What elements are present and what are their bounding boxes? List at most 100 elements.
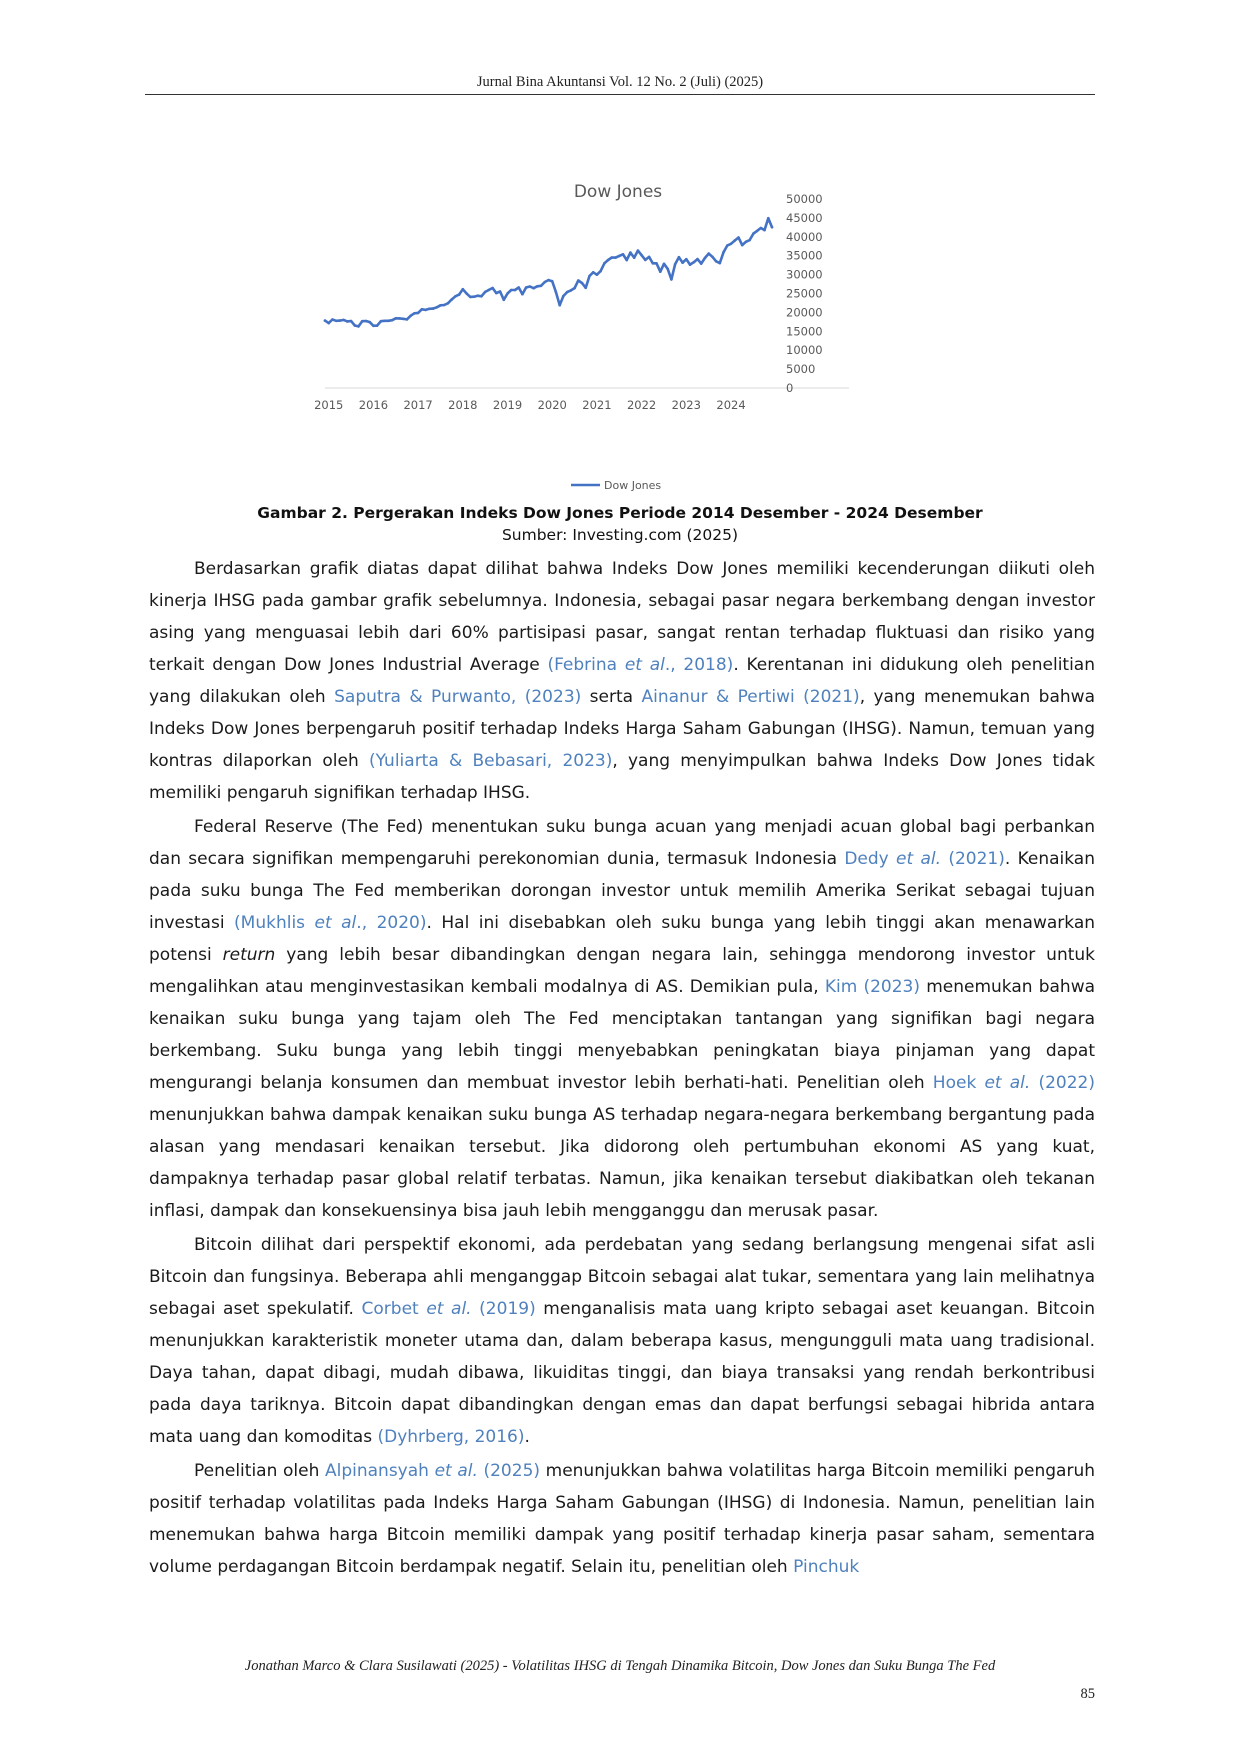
data-point: [714, 260, 718, 263]
data-point: [420, 308, 424, 311]
data-point: [372, 324, 375, 328]
data-point: [696, 257, 699, 261]
citation-link[interactable]: (2022): [1030, 1073, 1095, 1093]
data-point: [632, 256, 636, 259]
dow-jones-chart: Dow Jones 500004500040000350003000025000…: [314, 182, 849, 492]
x-tick-label: 2020: [538, 398, 567, 412]
citation-link[interactable]: Ainanur & Pertiwi (2021): [641, 687, 860, 707]
y-tick-label: 50000: [786, 192, 823, 206]
data-point: [476, 294, 480, 297]
data-point: [509, 288, 513, 292]
page-number: 85: [1080, 1686, 1096, 1702]
data-point: [368, 320, 371, 324]
x-tick-label: 2015: [314, 398, 343, 412]
data-point: [621, 253, 625, 256]
y-tick-label: 20000: [786, 305, 823, 319]
header-rule: [145, 94, 1095, 95]
citation-link[interactable]: (Febrina: [547, 655, 625, 675]
data-point: [677, 255, 681, 259]
data-point: [577, 279, 580, 282]
data-point: [375, 324, 379, 327]
data-point: [759, 226, 763, 230]
citation-link[interactable]: Kim (2023): [824, 977, 921, 997]
legend-label: Dow Jones: [604, 479, 661, 492]
data-point: [323, 319, 327, 322]
data-point: [517, 286, 520, 289]
data-point: [670, 278, 673, 281]
data-point: [547, 278, 550, 282]
data-point: [688, 263, 692, 266]
data-point: [588, 274, 591, 278]
data-point: [495, 291, 498, 295]
body-text: Berdasarkan grafik diatas dapat dilihat …: [149, 553, 1095, 1585]
citation-link[interactable]: Saputra & Purwanto, (2023): [334, 687, 582, 707]
citation-link[interactable]: et al.: [984, 1073, 1031, 1093]
citation-link[interactable]: (2021): [941, 849, 1005, 869]
data-point: [569, 289, 573, 292]
citation-link[interactable]: (Yuliarta & Bebasari, 2023): [368, 751, 613, 771]
data-point: [469, 295, 472, 299]
data-point: [435, 306, 439, 309]
data-point: [338, 319, 342, 322]
data-point: [755, 229, 759, 233]
citation-link[interactable]: et al.: [434, 1461, 478, 1481]
data-point: [528, 285, 532, 288]
data-point: [640, 253, 643, 257]
data-point: [770, 225, 774, 229]
data-point: [599, 269, 602, 273]
data-point: [428, 307, 431, 311]
data-point: [360, 319, 364, 323]
data-point: [483, 290, 487, 294]
data-point: [573, 286, 576, 290]
data-point: [767, 216, 770, 220]
citation-link[interactable]: Dedy: [844, 849, 897, 869]
data-point: [584, 286, 587, 290]
data-point: [554, 290, 558, 294]
data-point: [387, 319, 390, 323]
data-point: [424, 308, 427, 312]
data-point: [364, 319, 368, 323]
emphasis-text: return: [222, 945, 276, 965]
citation-link[interactable]: (Dyhrberg, 2016): [377, 1427, 525, 1447]
data-point: [606, 258, 610, 262]
citation-link[interactable]: Corbet: [361, 1299, 427, 1319]
y-tick-label: 40000: [786, 230, 823, 244]
data-point: [558, 303, 561, 307]
citation-link[interactable]: et al.: [896, 849, 942, 869]
data-point: [472, 295, 476, 298]
data-point: [465, 292, 468, 295]
data-point: [353, 324, 357, 327]
data-point: [722, 250, 725, 254]
citation-link[interactable]: (2019): [471, 1299, 536, 1319]
data-point: [729, 242, 733, 246]
citation-link[interactable]: et al: [314, 913, 357, 933]
y-tick-label: 35000: [786, 249, 823, 263]
data-point: [349, 319, 353, 323]
data-point: [692, 260, 696, 264]
citation-link[interactable]: Hoek: [932, 1073, 985, 1093]
figure-source: Sumber: Investing.com (2025): [501, 526, 739, 544]
citation-link[interactable]: et al: [624, 655, 665, 675]
data-point: [591, 271, 595, 274]
data-point: [416, 311, 420, 315]
citation-link[interactable]: ., 2020): [356, 913, 427, 933]
data-point: [536, 285, 539, 288]
citation-link[interactable]: (Mukhlis: [234, 913, 315, 933]
data-point: [506, 292, 509, 295]
citation-link[interactable]: et al.: [426, 1299, 472, 1319]
citation-link[interactable]: Pinchuk: [793, 1557, 860, 1577]
data-point: [398, 317, 401, 320]
data-point: [401, 317, 405, 321]
data-point: [718, 261, 722, 265]
data-point: [491, 286, 494, 290]
data-point: [539, 284, 543, 288]
citation-link[interactable]: (2025): [477, 1461, 541, 1481]
data-point: [614, 256, 617, 259]
data-point: [740, 243, 744, 247]
x-tick-label: 2023: [672, 398, 701, 412]
x-tick-labels: 2015 2016 2017 2018 2019 2020 2021 2022 2023 2024: [314, 398, 746, 412]
data-point: [699, 262, 703, 265]
data-point: [394, 317, 398, 320]
citation-link[interactable]: ., 2018): [664, 655, 734, 675]
citation-link[interactable]: Alpinansyah: [324, 1461, 435, 1481]
